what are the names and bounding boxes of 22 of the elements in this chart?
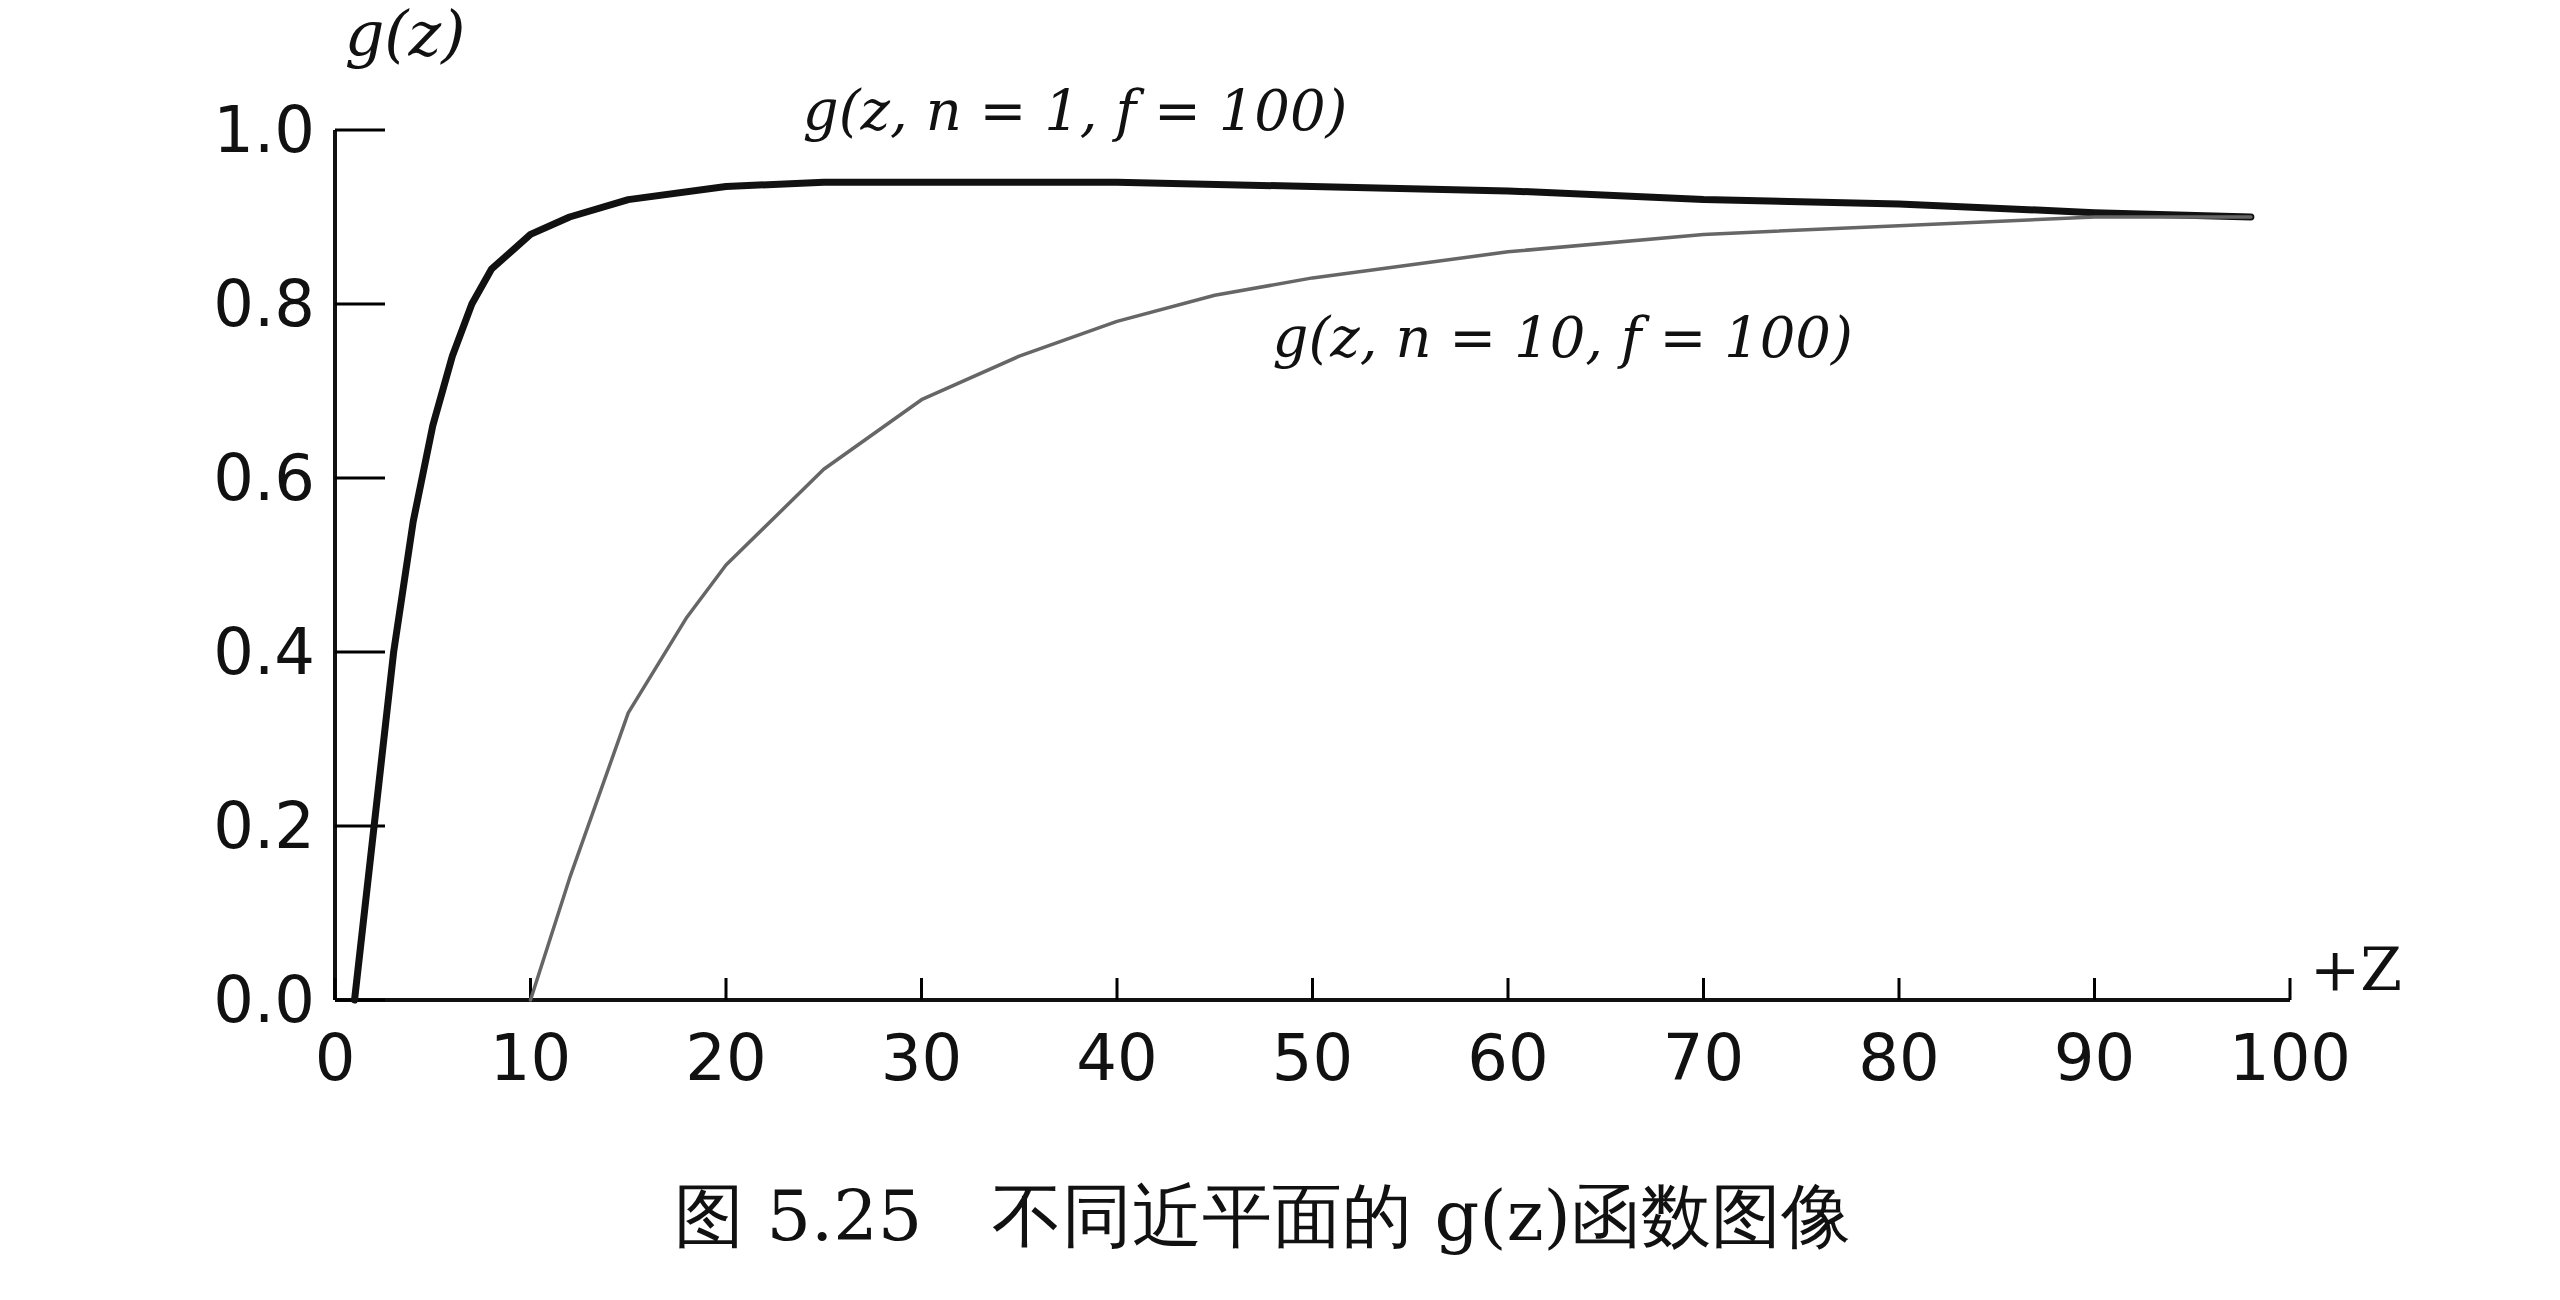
y-tick-label: 0.2 — [213, 789, 315, 863]
caption: 图 5.25 不同近平面的 g(z)函数图像 — [674, 1175, 1851, 1257]
x-tick-label: 50 — [1271, 1021, 1354, 1095]
y-axis-title: g(z) — [344, 0, 466, 70]
y-tick-label: 0.6 — [213, 441, 315, 515]
x-tick-label: 80 — [1858, 1021, 1940, 1095]
x-tick-label: 40 — [1076, 1021, 1158, 1095]
x-tick-label: 0 — [314, 1021, 356, 1095]
y-tick-label: 0.4 — [213, 615, 315, 689]
x-tick-label: 90 — [2053, 1021, 2136, 1095]
series-label: g(z, n = 10, f = 100) — [1272, 305, 1853, 370]
x-tick-label: 70 — [1662, 1021, 1745, 1095]
x-tick-label: 20 — [685, 1021, 767, 1095]
y-tick-label: 0.8 — [213, 267, 315, 341]
x-tick-label: 60 — [1467, 1021, 1549, 1095]
series-label: g(z, n = 1, f = 100) — [802, 78, 1348, 143]
x-tick-label: 10 — [489, 1021, 572, 1095]
x-tick-label: 30 — [880, 1021, 963, 1095]
x-tick-label: 100 — [2228, 1021, 2352, 1095]
y-tick-label: 0.0 — [213, 963, 315, 1037]
x-axis-title: +Z — [2310, 934, 2402, 1004]
y-tick-label: 1.0 — [213, 93, 315, 167]
